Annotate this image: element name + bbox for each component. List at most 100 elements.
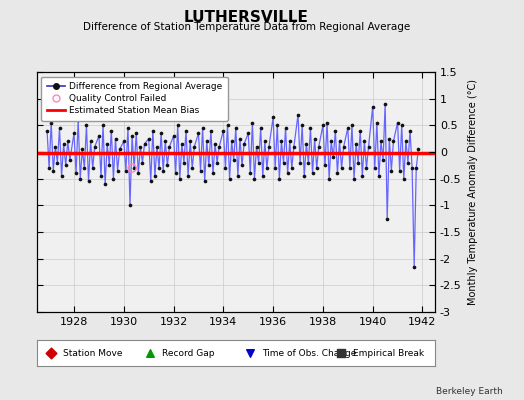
Point: [352, 141, 361, 147]
Point: [323, 120, 331, 126]
Point: [354, 160, 363, 166]
Point: [389, 138, 398, 144]
Point: [136, 144, 145, 150]
Point: [348, 122, 356, 128]
Point: [396, 168, 404, 174]
Point: [43, 128, 51, 134]
Point: [288, 165, 296, 171]
Point: [298, 122, 307, 128]
Point: [404, 160, 412, 166]
Point: [312, 165, 321, 171]
Point: [101, 181, 110, 187]
Point: [188, 165, 196, 171]
Point: [358, 173, 366, 179]
Point: [161, 138, 169, 144]
Point: [263, 165, 271, 171]
Point: [258, 173, 267, 179]
Point: [109, 176, 117, 182]
Point: [113, 168, 122, 174]
Point: [250, 176, 259, 182]
Point: [236, 136, 244, 142]
Point: [408, 165, 416, 171]
Point: [373, 120, 381, 126]
Point: [159, 168, 167, 174]
Point: [331, 128, 340, 134]
Point: [205, 162, 213, 168]
Point: [151, 173, 159, 179]
Point: [126, 202, 134, 208]
Point: [400, 176, 408, 182]
Point: [138, 160, 147, 166]
Point: [279, 160, 288, 166]
Point: [169, 133, 178, 139]
Point: [111, 136, 119, 142]
Point: [329, 154, 337, 160]
Point: [364, 144, 373, 150]
Point: [294, 112, 302, 118]
Point: [59, 141, 68, 147]
Point: [246, 170, 255, 176]
Y-axis label: Monthly Temperature Anomaly Difference (°C): Monthly Temperature Anomaly Difference (…: [468, 79, 478, 305]
Point: [171, 170, 180, 176]
Point: [149, 128, 157, 134]
Point: [275, 176, 283, 182]
Point: [82, 122, 91, 128]
Point: [240, 141, 248, 147]
Point: [86, 138, 95, 144]
Point: [97, 173, 105, 179]
Point: [203, 138, 211, 144]
Point: [215, 144, 223, 150]
Point: [356, 128, 365, 134]
Point: [286, 138, 294, 144]
Point: [260, 138, 269, 144]
Point: [410, 264, 418, 270]
Point: [238, 162, 246, 168]
Text: LUTHERSVILLE: LUTHERSVILLE: [184, 10, 309, 25]
Point: [325, 176, 333, 182]
Point: [201, 178, 209, 184]
Point: [57, 173, 66, 179]
Point: [115, 146, 124, 152]
Point: [61, 162, 70, 168]
Point: [319, 122, 327, 128]
Point: [176, 176, 184, 182]
Text: Difference of Station Temperature Data from Regional Average: Difference of Station Temperature Data f…: [83, 22, 410, 32]
Point: [308, 170, 316, 176]
Text: Berkeley Earth: Berkeley Earth: [436, 387, 503, 396]
Point: [180, 160, 188, 166]
Point: [89, 165, 97, 171]
Point: [253, 144, 261, 150]
Point: [221, 165, 230, 171]
Point: [337, 350, 345, 356]
Point: [234, 173, 242, 179]
Point: [327, 138, 335, 144]
Point: [271, 165, 279, 171]
Point: [163, 162, 171, 168]
Point: [56, 125, 64, 131]
Point: [283, 170, 292, 176]
Point: [140, 141, 149, 147]
Point: [350, 176, 358, 182]
Point: [394, 120, 402, 126]
Point: [47, 350, 55, 356]
Point: [255, 160, 263, 166]
Point: [124, 125, 132, 131]
Point: [173, 122, 182, 128]
Point: [360, 138, 368, 144]
Point: [346, 165, 354, 171]
Point: [223, 122, 232, 128]
Point: [398, 122, 406, 128]
Point: [146, 350, 155, 356]
Point: [155, 165, 163, 171]
Point: [99, 122, 107, 128]
Point: [130, 165, 138, 171]
Point: [230, 157, 238, 163]
Point: [362, 165, 370, 171]
Point: [122, 168, 130, 174]
Point: [80, 165, 89, 171]
Point: [381, 101, 389, 107]
Legend: Difference from Regional Average, Quality Control Failed, Estimated Station Mean: Difference from Regional Average, Qualit…: [41, 76, 228, 121]
Point: [51, 144, 60, 150]
Point: [132, 130, 140, 136]
Point: [412, 165, 420, 171]
